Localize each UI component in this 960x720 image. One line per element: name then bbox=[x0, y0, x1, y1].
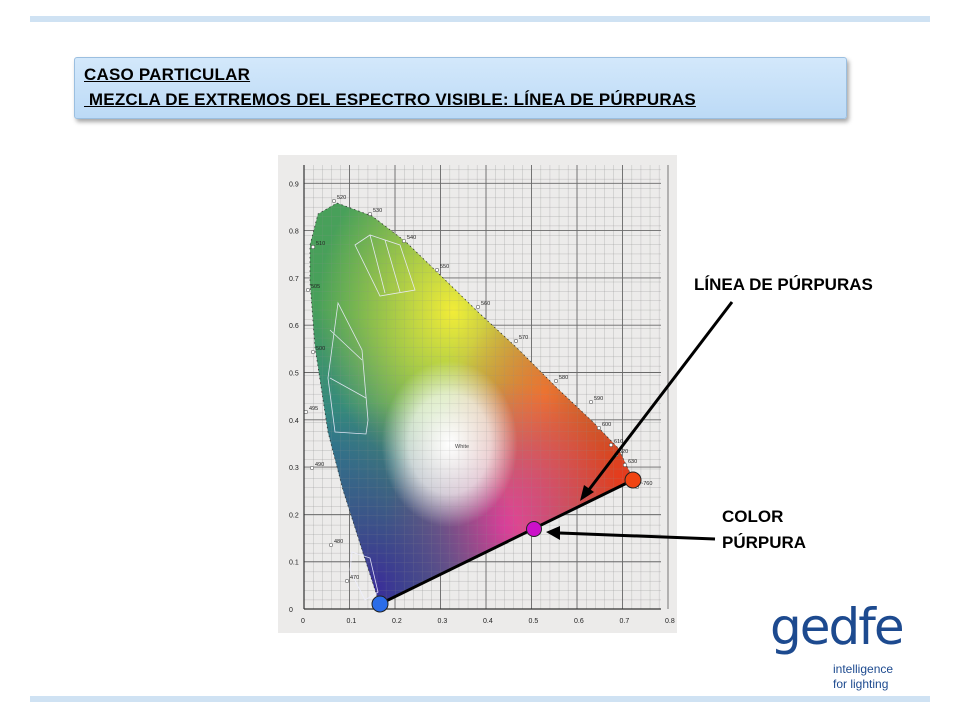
wavelength-dot bbox=[588, 399, 594, 405]
purple-point bbox=[526, 521, 542, 537]
wavelength-label: 590 bbox=[594, 396, 603, 402]
wavelength-dot bbox=[596, 425, 602, 431]
label-line-of-purples: LÍNEA DE PÚRPURAS bbox=[694, 275, 873, 294]
bottom-divider bbox=[30, 696, 930, 702]
x-tick-label: 0.2 bbox=[392, 618, 402, 625]
logo-tagline-2: for lighting bbox=[833, 677, 889, 691]
wavelength-label: 540 bbox=[407, 235, 416, 241]
arrow-to-purple-point bbox=[559, 531, 716, 541]
wavelength-label: 570 bbox=[519, 335, 528, 341]
red-endpoint bbox=[624, 471, 642, 489]
y-tick-label: 0.5 bbox=[289, 371, 299, 378]
x-tick-labels: 0 0.1 0.2 0.3 0.4 0.5 0.6 0.7 0.8 bbox=[301, 618, 675, 625]
wavelength-label: 520 bbox=[337, 195, 346, 201]
wavelength-dot bbox=[309, 465, 315, 471]
y-tick-label: 0.2 bbox=[289, 512, 299, 519]
label-purple-color-1: COLOR bbox=[722, 507, 784, 526]
y-tick-label: 0.6 bbox=[289, 323, 299, 330]
x-tick-label: 0.8 bbox=[665, 618, 675, 625]
wavelength-label: 580 bbox=[559, 375, 568, 381]
arrowhead-line-of-purples bbox=[580, 485, 594, 501]
y-tick-label: 0.1 bbox=[289, 560, 299, 567]
label-purple-color-2: PÚRPURA bbox=[722, 533, 807, 552]
tolerance-regions bbox=[327, 234, 416, 601]
wavelength-label: 530 bbox=[373, 208, 382, 214]
wavelength-label: 490 bbox=[315, 462, 324, 468]
y-tick-label: 0 bbox=[289, 607, 293, 614]
wavelength-label: 620 bbox=[619, 449, 628, 455]
y-tick-label: 0.4 bbox=[289, 418, 299, 425]
x-tick-label: 0.1 bbox=[347, 618, 357, 625]
wavelength-dot bbox=[608, 442, 614, 448]
x-tick-label: 0.4 bbox=[483, 618, 493, 625]
top-divider bbox=[30, 16, 930, 22]
wavelength-dot bbox=[401, 238, 407, 244]
wavelength-label: 500 bbox=[316, 346, 325, 352]
locus-outline bbox=[309, 202, 634, 606]
x-tick-label: 0.6 bbox=[574, 618, 584, 625]
wavelength-dot bbox=[553, 378, 559, 384]
wavelength-dot bbox=[328, 542, 334, 548]
wavelength-dot bbox=[310, 349, 316, 355]
title-line-1: CASO PARTICULAR bbox=[84, 65, 251, 84]
arrow-to-line-of-purples bbox=[586, 301, 734, 492]
wavelength-dot bbox=[475, 304, 481, 310]
blue-endpoint bbox=[371, 595, 389, 613]
wavelength-label: 600 bbox=[602, 422, 611, 428]
y-tick-label: 0.9 bbox=[289, 181, 299, 188]
wavelength-label: 505 bbox=[311, 284, 320, 290]
logo-wordmark: gedfe bbox=[770, 598, 905, 656]
wavelength-dot bbox=[344, 578, 350, 584]
wavelength-dot bbox=[513, 338, 519, 344]
white-point-label: White bbox=[455, 444, 469, 450]
wavelength-label: 470 bbox=[350, 575, 359, 581]
wavelength-dot bbox=[305, 287, 311, 293]
title-box: CASO PARTICULAR MEZCLA DE EXTREMOS DEL E… bbox=[74, 57, 847, 119]
wavelength-label: 610 bbox=[614, 439, 623, 445]
y-tick-label: 0.3 bbox=[289, 465, 299, 472]
wavelength-label: ~760 bbox=[640, 481, 652, 487]
y-tick-labels: 0 0.1 0.2 0.3 0.4 0.5 0.6 0.7 0.8 0.9 bbox=[289, 181, 299, 614]
wavelength-dot bbox=[310, 244, 316, 250]
wavelength-dot bbox=[434, 267, 440, 273]
y-tick-label: 0.7 bbox=[289, 276, 299, 283]
arrowhead-purple-point bbox=[546, 526, 560, 540]
x-tick-label: 0.7 bbox=[620, 618, 630, 625]
y-tick-label: 0.8 bbox=[289, 229, 299, 236]
wavelength-label: 560 bbox=[481, 301, 490, 307]
wavelength-dot bbox=[303, 409, 309, 415]
x-tick-label: 0.5 bbox=[529, 618, 539, 625]
line-of-purples bbox=[379, 478, 634, 606]
wavelength-dot bbox=[331, 198, 337, 204]
x-tick-label: 0.3 bbox=[438, 618, 448, 625]
wavelength-label: 550 bbox=[440, 264, 449, 270]
wavelength-label: 495 bbox=[309, 406, 318, 412]
x-tick-label: 0 bbox=[301, 618, 305, 625]
title-line-2: MEZCLA DE EXTREMOS DEL ESPECTRO VISIBLE:… bbox=[84, 90, 696, 109]
wavelength-dot bbox=[367, 211, 373, 217]
wavelength-label: 510 bbox=[316, 241, 325, 247]
logo-tagline-1: intelligence bbox=[833, 662, 894, 676]
wavelength-dot bbox=[622, 462, 628, 468]
wavelength-label: 480 bbox=[334, 539, 343, 545]
wavelength-label: 630 bbox=[628, 459, 637, 465]
gedfe-logo: gedfe intelligence for lighting bbox=[770, 598, 940, 694]
